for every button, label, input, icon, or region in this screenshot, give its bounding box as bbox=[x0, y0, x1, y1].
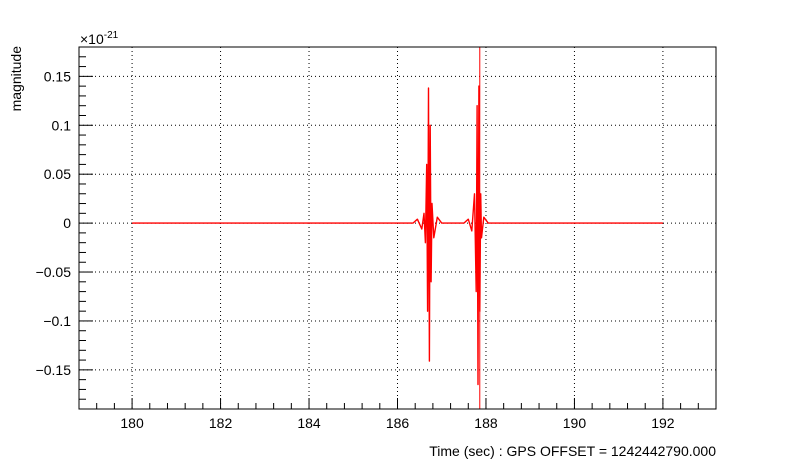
x-tick-label: 180 bbox=[120, 415, 144, 431]
y-tick-label: 0.05 bbox=[44, 166, 71, 182]
y-multiplier: ×10-21 bbox=[80, 30, 119, 47]
plot-area bbox=[132, 47, 663, 409]
x-tick-label: 188 bbox=[474, 415, 498, 431]
x-tick-label: 184 bbox=[297, 415, 321, 431]
data-series-line bbox=[132, 85, 663, 386]
y-tick-label: −0.15 bbox=[36, 362, 72, 378]
y-tick-label: −0.05 bbox=[36, 264, 72, 280]
y-tick-label: 0.1 bbox=[52, 117, 72, 133]
y-tick-label: −0.1 bbox=[43, 313, 71, 329]
x-axis-title: Time (sec) : GPS OFFSET = 1242442790.000 bbox=[429, 443, 716, 459]
y-tick-label: 0.15 bbox=[44, 68, 71, 84]
x-tick-label: 190 bbox=[563, 415, 587, 431]
y-axis: −0.15 −0.1 −0.05 0 0.05 0.1 0.15 bbox=[36, 46, 93, 410]
x-axis: 180 182 184 186 188 190 192 bbox=[78, 398, 717, 431]
x-tick-label: 182 bbox=[209, 415, 233, 431]
y-axis-title: magnitude bbox=[8, 46, 24, 112]
x-tick-label: 186 bbox=[386, 415, 410, 431]
grid bbox=[79, 47, 716, 409]
x-tick-label: 192 bbox=[651, 415, 675, 431]
y-tick-label: 0 bbox=[63, 215, 71, 231]
